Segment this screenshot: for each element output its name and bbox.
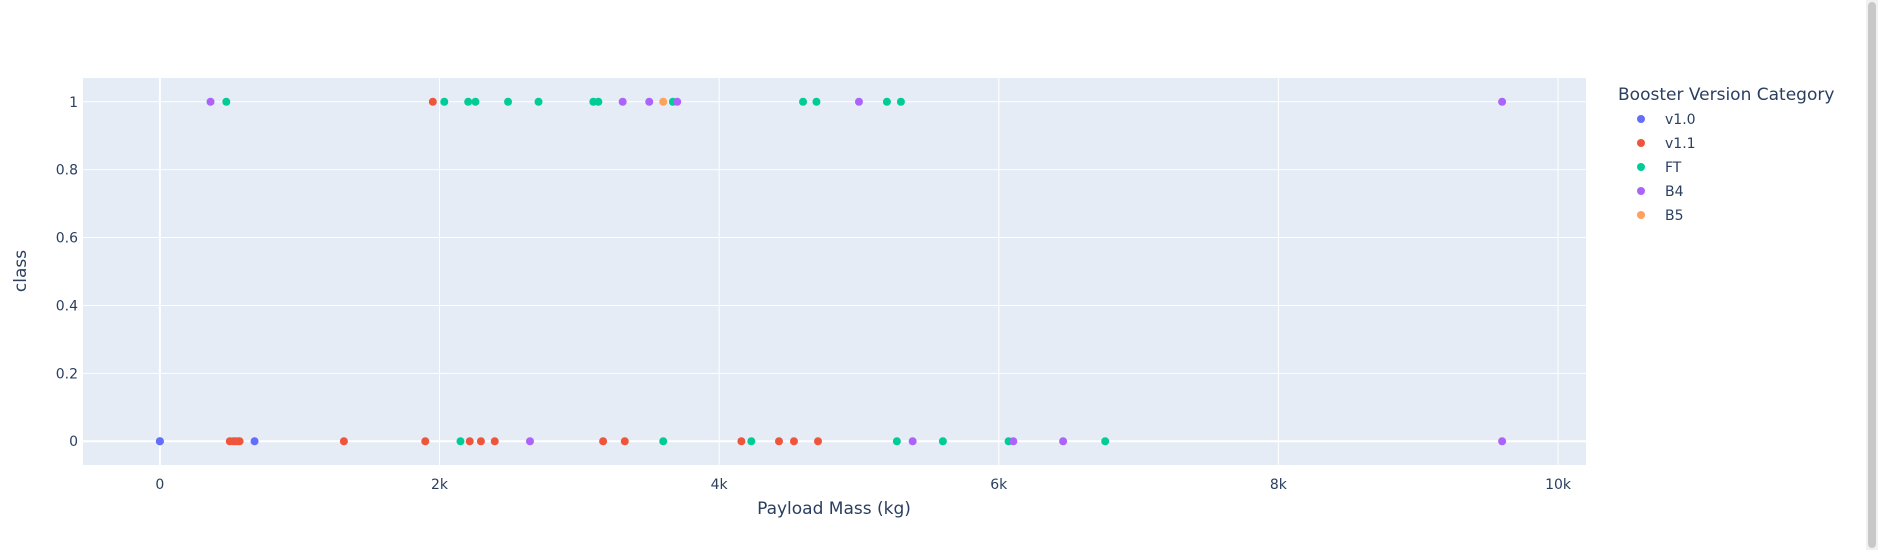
data-point[interactable]: [476, 437, 485, 446]
data-point[interactable]: [339, 437, 348, 446]
data-point[interactable]: [896, 97, 905, 106]
y-tick-label: 0: [69, 434, 78, 450]
legend-title: Booster Version Category: [1618, 85, 1834, 105]
legend-item[interactable]: FT: [1637, 160, 1682, 176]
data-point[interactable]: [1498, 437, 1507, 446]
data-point[interactable]: [456, 437, 465, 446]
legend-item[interactable]: B5: [1637, 208, 1684, 224]
data-point[interactable]: [464, 97, 473, 106]
legend-item[interactable]: v1.0: [1637, 112, 1696, 128]
data-point[interactable]: [525, 437, 534, 446]
page-scrollbar[interactable]: [1866, 0, 1878, 550]
y-tick-label: 0.8: [56, 163, 78, 179]
data-point[interactable]: [222, 97, 231, 106]
legend-label: v1.1: [1665, 136, 1696, 152]
y-tick-label: 0.4: [56, 298, 78, 314]
legend-marker: [1637, 115, 1645, 123]
y-axis-title: class: [11, 250, 31, 292]
x-tick-label: 0: [155, 477, 164, 493]
data-point[interactable]: [155, 437, 164, 446]
legend-item[interactable]: v1.1: [1637, 136, 1696, 152]
data-point[interactable]: [673, 97, 682, 106]
data-point[interactable]: [504, 97, 513, 106]
data-point[interactable]: [490, 437, 499, 446]
legend-marker: [1637, 211, 1645, 219]
legend-item[interactable]: B4: [1637, 184, 1684, 200]
data-point[interactable]: [471, 97, 480, 106]
y-tick-label: 0.2: [56, 366, 78, 382]
data-point[interactable]: [659, 97, 668, 106]
data-point[interactable]: [812, 97, 821, 106]
x-axis-ticks: 0 2k 4k 6k 8k 10k: [155, 477, 1571, 493]
data-point[interactable]: [235, 437, 244, 446]
data-point[interactable]: [774, 437, 783, 446]
data-point[interactable]: [645, 97, 654, 106]
data-point[interactable]: [594, 97, 603, 106]
x-tick-label: 6k: [990, 477, 1008, 493]
plot-background: [83, 78, 1586, 465]
legend-label: FT: [1665, 160, 1682, 176]
legend-marker: [1637, 163, 1645, 171]
data-point[interactable]: [465, 437, 474, 446]
data-points: [155, 97, 1507, 446]
data-point[interactable]: [1101, 437, 1110, 446]
data-point[interactable]: [789, 437, 798, 446]
data-point[interactable]: [938, 437, 947, 446]
x-tick-label: 10k: [1545, 477, 1572, 493]
grid-lines: [83, 78, 1586, 465]
legend-label: v1.0: [1665, 112, 1696, 128]
legend-marker: [1637, 187, 1645, 195]
data-point[interactable]: [620, 437, 629, 446]
data-point[interactable]: [1009, 437, 1018, 446]
legend-label: B5: [1665, 208, 1684, 224]
data-point[interactable]: [599, 437, 608, 446]
data-point[interactable]: [206, 97, 215, 106]
data-point[interactable]: [892, 437, 901, 446]
data-point[interactable]: [908, 437, 917, 446]
y-tick-label: 0.6: [56, 231, 78, 247]
data-point[interactable]: [440, 97, 449, 106]
data-point[interactable]: [814, 437, 823, 446]
data-point[interactable]: [1498, 97, 1507, 106]
legend-label: B4: [1665, 184, 1684, 200]
data-point[interactable]: [737, 437, 746, 446]
scrollbar-thumb[interactable]: [1868, 2, 1876, 548]
data-point[interactable]: [747, 437, 756, 446]
legend-marker: [1637, 139, 1645, 147]
data-point[interactable]: [534, 97, 543, 106]
x-tick-label: 2k: [431, 477, 449, 493]
data-point[interactable]: [882, 97, 891, 106]
x-tick-label: 8k: [1270, 477, 1288, 493]
x-axis-title: Payload Mass (kg): [757, 499, 911, 519]
data-point[interactable]: [421, 437, 430, 446]
data-point[interactable]: [1059, 437, 1068, 446]
data-point[interactable]: [618, 97, 627, 106]
data-point[interactable]: [854, 97, 863, 106]
y-axis-ticks: 0 0.2 0.4 0.6 0.8 1: [56, 95, 78, 450]
legend-items[interactable]: v1.0 v1.1 FT B4 B5: [1637, 112, 1696, 224]
data-point[interactable]: [799, 97, 808, 106]
data-point[interactable]: [428, 97, 437, 106]
data-point[interactable]: [659, 437, 668, 446]
x-tick-label: 4k: [711, 477, 729, 493]
legend[interactable]: Booster Version Category v1.0 v1.1 FT B4 B5: [1618, 85, 1834, 224]
data-point[interactable]: [250, 437, 259, 446]
y-tick-label: 1: [69, 95, 78, 111]
